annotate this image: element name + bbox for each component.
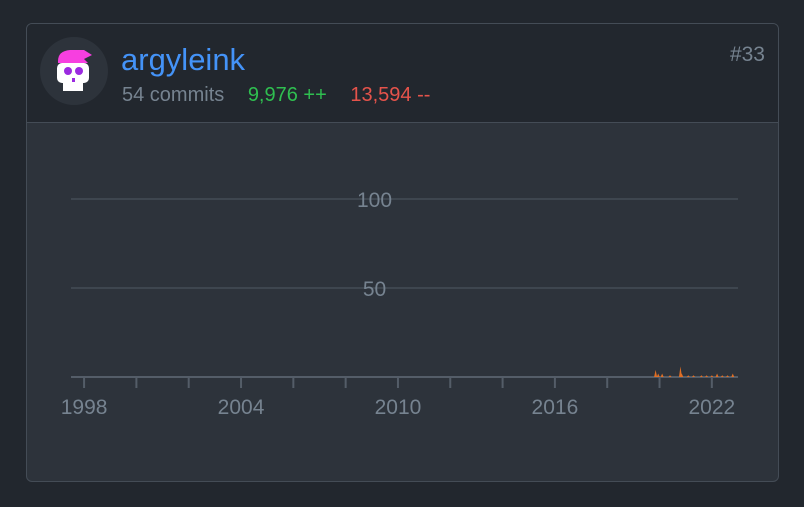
contributions-chart: 100 50 1998 2004 2010 2016 2022 xyxy=(61,189,738,419)
username-link[interactable]: argyleink xyxy=(121,42,246,77)
data-spike xyxy=(731,373,735,377)
x-tick-label: 2022 xyxy=(688,396,735,419)
contributor-card: 100 50 1998 2004 2010 2016 2022 argyleink 54 c… xyxy=(26,23,779,482)
y-tick-label: 100 xyxy=(357,189,392,212)
contribution-stats: 54 commits 9,976 ++ 13,594 -- xyxy=(122,84,448,107)
data-spike xyxy=(720,375,724,377)
commit-count: 54 commits xyxy=(122,84,225,106)
x-tick-label: 1998 xyxy=(61,396,108,419)
deletions-count: 13,594 -- xyxy=(350,84,431,106)
data-spike xyxy=(654,369,658,377)
x-tick-label: 2004 xyxy=(218,396,265,419)
data-spike xyxy=(678,366,682,377)
data-spike xyxy=(710,375,714,377)
data-spike xyxy=(680,373,684,377)
data-spike xyxy=(715,373,719,377)
contributor-rank: #33 xyxy=(729,43,765,66)
x-tick-label: 2010 xyxy=(375,396,422,419)
data-spike xyxy=(699,375,703,377)
x-tick-label: 2016 xyxy=(532,396,579,419)
card-header: argyleink 54 commits 9,976 ++ 13,594 -- … xyxy=(27,24,778,123)
data-spike xyxy=(686,375,690,377)
data-spike xyxy=(692,375,696,377)
data-spike xyxy=(726,375,730,377)
avatar[interactable] xyxy=(40,37,108,105)
skull-avatar-icon xyxy=(57,50,92,91)
data-spike xyxy=(660,373,664,377)
data-spike xyxy=(656,373,660,377)
additions-count: 9,976 ++ xyxy=(247,84,327,106)
data-spike xyxy=(705,375,709,377)
data-spike xyxy=(668,375,672,377)
y-tick-label: 50 xyxy=(363,278,386,301)
